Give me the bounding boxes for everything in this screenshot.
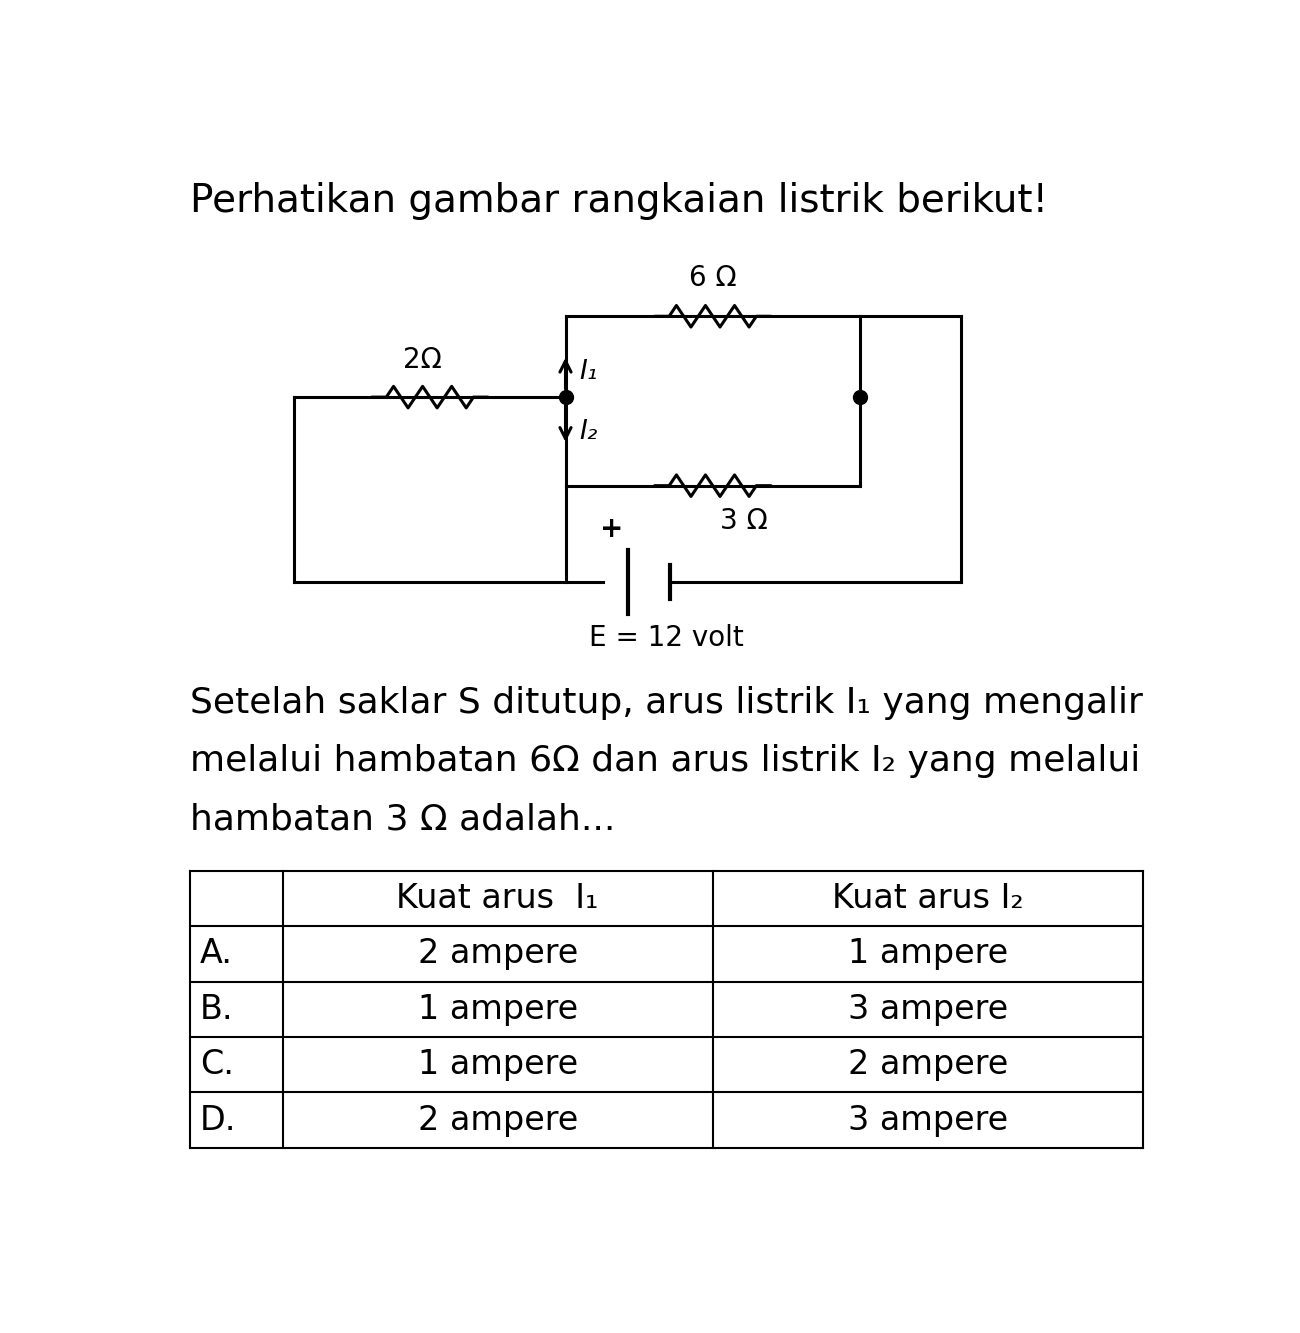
Text: 2 ampere: 2 ampere xyxy=(848,1048,1008,1081)
Text: +: + xyxy=(601,516,624,544)
Text: 2 ampere: 2 ampere xyxy=(417,1104,577,1137)
Text: Perhatikan gambar rangkaian listrik berikut!: Perhatikan gambar rangkaian listrik beri… xyxy=(190,181,1048,220)
Text: B.: B. xyxy=(200,993,233,1026)
Text: Kuat arus I₂: Kuat arus I₂ xyxy=(832,882,1023,914)
Text: 6 Ω: 6 Ω xyxy=(689,264,737,292)
Text: melalui hambatan 6Ω dan arus listrik I₂ yang melalui: melalui hambatan 6Ω dan arus listrik I₂ … xyxy=(190,744,1140,778)
Text: 3 Ω: 3 Ω xyxy=(720,508,768,536)
Text: 1 ampere: 1 ampere xyxy=(848,937,1008,970)
Text: Setelah saklar S ditutup, arus listrik I₁ yang mengalir: Setelah saklar S ditutup, arus listrik I… xyxy=(190,686,1143,720)
Text: 1 ampere: 1 ampere xyxy=(417,993,577,1026)
Text: A.: A. xyxy=(200,937,233,970)
Text: I₁: I₁ xyxy=(580,360,598,385)
Text: 2 ampere: 2 ampere xyxy=(417,937,577,970)
Text: 3 ampere: 3 ampere xyxy=(848,993,1008,1026)
Text: 3 ampere: 3 ampere xyxy=(848,1104,1008,1137)
Text: C.: C. xyxy=(200,1048,234,1081)
Text: D.: D. xyxy=(200,1104,237,1137)
Text: hambatan 3 Ω adalah...: hambatan 3 Ω adalah... xyxy=(190,802,615,837)
Text: 2Ω: 2Ω xyxy=(403,347,442,375)
Text: I₂: I₂ xyxy=(580,419,598,445)
Text: 1 ampere: 1 ampere xyxy=(417,1048,577,1081)
Text: E = 12 volt: E = 12 volt xyxy=(589,624,744,652)
Text: Kuat arus  I₁: Kuat arus I₁ xyxy=(396,882,599,914)
